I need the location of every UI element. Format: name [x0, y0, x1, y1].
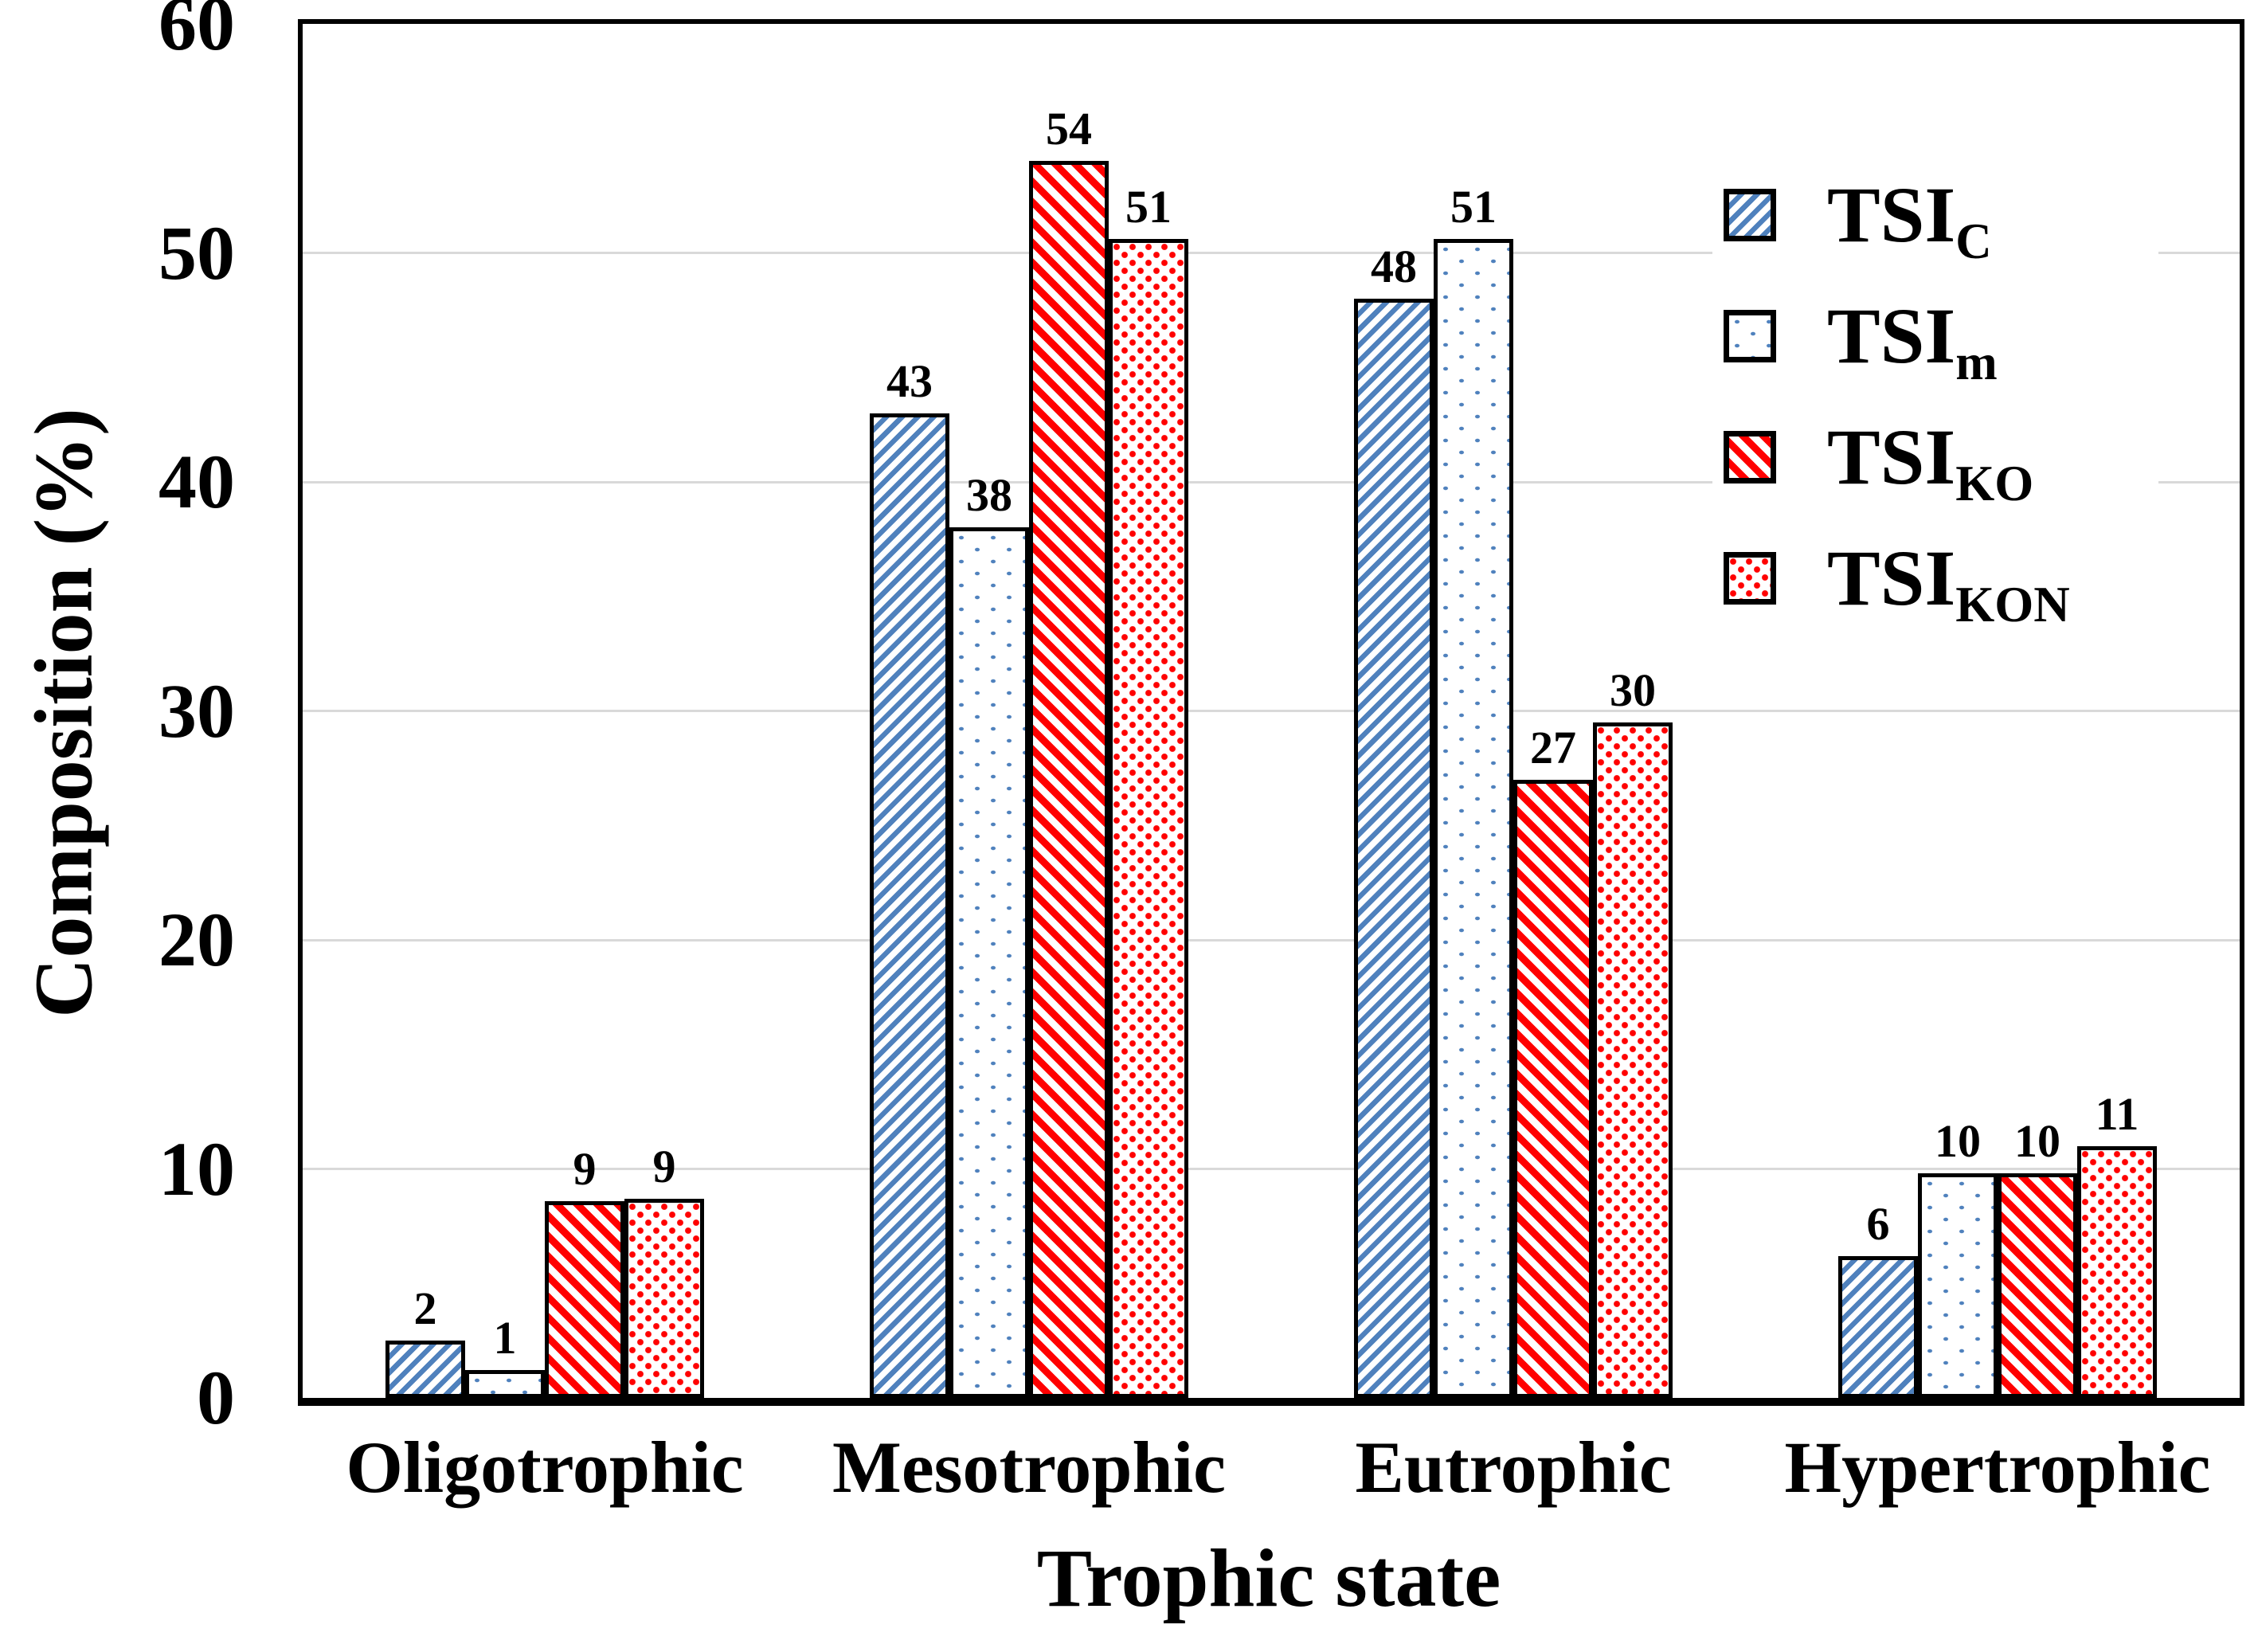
- bar-value-label: 54: [1046, 103, 1092, 155]
- bar-tsi_c-mesotrophic: 43: [870, 358, 949, 1398]
- bar-value-label: 9: [573, 1143, 597, 1195]
- bar-tsi_ko-eutrophic: 27: [1513, 725, 1593, 1398]
- bar-tsi_m-oligotrophic: 1: [465, 1315, 545, 1398]
- bar-tsi_c-eutrophic: 48: [1354, 244, 1434, 1398]
- bar-value-label: 9: [652, 1141, 676, 1192]
- x-tick-label-mesotrophic: Mesotrophic: [832, 1427, 1227, 1508]
- gridline-40: [303, 480, 2240, 483]
- legend-item-tsi_c: TSIC: [1712, 155, 2158, 276]
- bar-tsi_kon-hypertrophic: 11: [2077, 1091, 2157, 1398]
- bar-tsi_c-hypertrophic: 6: [1838, 1201, 1918, 1398]
- legend-label-tsi_c: TSIC: [1827, 170, 1992, 269]
- y-tick-label-10: 10: [158, 1125, 235, 1212]
- bar-value-label: 10: [1935, 1115, 1981, 1167]
- bar-value-label: 51: [1125, 181, 1172, 233]
- gridline-10: [303, 1168, 2240, 1170]
- bar-tsi_m-mesotrophic: 38: [949, 472, 1029, 1398]
- bar-value-label: 11: [2095, 1088, 2139, 1140]
- x-axis-title: Trophic state: [1036, 1533, 1501, 1624]
- bar-value-label: 27: [1530, 722, 1576, 773]
- bar-tsi_m-hypertrophic: 10: [1918, 1118, 1998, 1398]
- bar-value-label: 48: [1371, 241, 1417, 292]
- legend-item-tsi_ko: TSIKO: [1712, 397, 2158, 518]
- legend-item-tsi_m: TSIm: [1712, 276, 2158, 397]
- bar-value-label: 2: [413, 1282, 437, 1334]
- bar-tsi_kon-oligotrophic: 9: [624, 1144, 704, 1398]
- legend-swatch-dots-sparse-icon: [1724, 310, 1776, 362]
- bar-value-label: 38: [966, 469, 1012, 521]
- legend-label-tsi_ko: TSIKO: [1827, 413, 2034, 511]
- legend: TSIC TSIm TSIKO TSIKON: [1712, 155, 2158, 639]
- bar-tsi_c-oligotrophic: 2: [385, 1286, 465, 1398]
- bar-value-label: 30: [1610, 664, 1656, 716]
- bar-value-label: 51: [1450, 181, 1497, 233]
- y-tick-label-60: 60: [158, 0, 235, 66]
- legend-label-tsi_kon: TSIKON: [1827, 534, 2070, 632]
- y-tick-label-40: 40: [158, 439, 235, 524]
- legend-swatch-stripes-up-icon: [1724, 189, 1776, 241]
- bar-tsi_ko-hypertrophic: 10: [1998, 1118, 2077, 1398]
- y-tick-label-20: 20: [158, 897, 235, 982]
- bar-group-eutrophic: 48 51 27 30: [1354, 184, 1673, 1398]
- legend-swatch-dots-dense-icon: [1724, 552, 1776, 605]
- gridline-30: [303, 710, 2240, 712]
- x-tick-label-oligotrophic: Oligotrophic: [346, 1427, 744, 1508]
- gridline-50: [303, 252, 2240, 254]
- y-tick-label-50: 50: [158, 209, 235, 296]
- bar-tsi_m-eutrophic: 51: [1434, 184, 1513, 1398]
- bar-group-hypertrophic: 6 10 10 11: [1838, 1091, 2157, 1398]
- legend-item-tsi_kon: TSIKON: [1712, 518, 2158, 639]
- bar-value-label: 10: [2014, 1115, 2060, 1167]
- bar-tsi_ko-oligotrophic: 9: [545, 1146, 624, 1398]
- bar-tsi_kon-mesotrophic: 51: [1109, 184, 1188, 1398]
- legend-label-tsi_m: TSIm: [1827, 292, 1998, 390]
- bar-value-label: 43: [886, 355, 933, 407]
- bar-tsi_kon-eutrophic: 30: [1593, 667, 1673, 1398]
- gridline-20: [303, 938, 2240, 941]
- bar-value-label: 6: [1866, 1198, 1890, 1250]
- x-tick-label-eutrophic: Eutrophic: [1355, 1427, 1672, 1508]
- y-tick-label-0: 0: [197, 1355, 235, 1440]
- bar-value-label: 1: [493, 1312, 517, 1364]
- legend-swatch-stripes-down-icon: [1724, 431, 1776, 483]
- bar-tsi_ko-mesotrophic: 54: [1029, 106, 1109, 1398]
- y-tick-label-30: 30: [158, 667, 235, 754]
- x-tick-label-hypertrophic: Hypertrophic: [1784, 1427, 2211, 1508]
- bar-group-mesotrophic: 43 38 54 51: [870, 106, 1188, 1398]
